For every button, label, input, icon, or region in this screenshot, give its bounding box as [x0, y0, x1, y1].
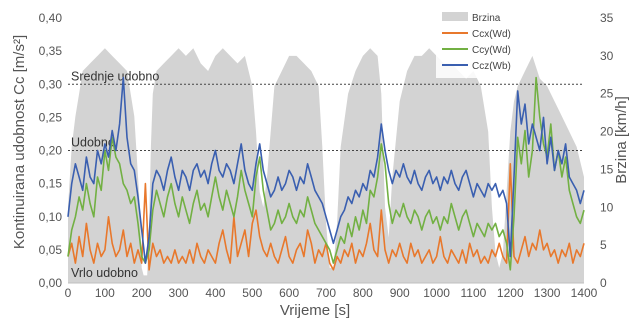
x-tick-label: 500 [242, 286, 262, 300]
y-left-tick-label: 0,40 [39, 11, 63, 25]
y-right-tick-labels: 0 5 10 15 20 25 30 35 [600, 11, 614, 290]
y-right-axis-title: Brzina [km/h] [613, 96, 630, 184]
speed-area-layer [68, 48, 584, 283]
y-left-tick-label: 0,00 [39, 276, 63, 290]
x-tick-label: 1000 [423, 286, 450, 300]
y-left-tick-label: 0,25 [39, 110, 63, 124]
y-right-tick-label: 10 [600, 200, 614, 214]
ref-label-vrlo-udobno: Vrlo udobno [71, 266, 138, 280]
x-tick-label: 900 [390, 286, 410, 300]
ref-label-srednje-udobno: Srednje udobno [71, 69, 159, 83]
x-tick-label: 1300 [534, 286, 561, 300]
legend: Brzina Ccx(Wd) Ccy(Wd) Ccz(Wb) [436, 6, 514, 78]
x-axis-title: Vrijeme [s] [280, 302, 350, 319]
y-right-tick-label: 0 [600, 276, 607, 290]
x-tick-label: 700 [316, 286, 336, 300]
x-tick-label: 0 [65, 286, 72, 300]
x-tick-label: 1400 [571, 286, 598, 300]
series-brzina-area [68, 48, 584, 283]
y-left-tick-labels: 0,00 0,05 0,10 0,15 0,20 0,25 0,30 0,35 0,40 [39, 11, 63, 290]
y-left-tick-label: 0,30 [39, 77, 63, 91]
legend-label-ccz-wb: Ccz(Wb) [472, 61, 511, 72]
y-right-tick-label: 35 [600, 11, 614, 25]
y-left-tick-label: 0,35 [39, 44, 63, 58]
y-right-tick-label: 5 [600, 238, 607, 252]
x-tick-label: 100 [95, 286, 115, 300]
x-tick-labels: 0 100 200 300 400 500 600 700 800 900 1000 1100 1200… [65, 286, 598, 300]
y-right-tick-label: 15 [600, 162, 614, 176]
y-left-tick-label: 0,20 [39, 144, 63, 158]
y-left-axis-title: Kontinuirana udobnost Cc [m/s²] [11, 35, 28, 249]
x-tick-label: 300 [169, 286, 189, 300]
legend-label-ccx-wd: Ccx(Wd) [472, 29, 511, 40]
y-left-tick-label: 0,10 [39, 210, 63, 224]
x-tick-label: 200 [132, 286, 152, 300]
legend-swatch-brzina [442, 12, 468, 21]
y-right-tick-label: 30 [600, 49, 614, 63]
legend-items: Brzina Ccx(Wd) Ccy(Wd) Ccz(Wb) [442, 12, 511, 72]
y-left-tick-label: 0,05 [39, 243, 63, 257]
series-ccy-wd-line [67, 76, 585, 271]
reference-line-layer: Srednje udobno Udobno Vrlo udobno [68, 69, 584, 280]
series-ccz-wb-line [67, 76, 585, 264]
x-tick-label: 800 [353, 286, 373, 300]
x-tick-label: 1200 [497, 286, 524, 300]
legend-label-ccy-wd: Ccy(Wd) [472, 45, 511, 56]
x-tick-label: 400 [205, 286, 225, 300]
x-tick-label: 600 [279, 286, 299, 300]
y-left-tick-label: 0,15 [39, 177, 63, 191]
y-right-tick-label: 20 [600, 125, 614, 139]
series-layer [67, 76, 585, 271]
ref-label-udobno: Udobno [71, 136, 115, 150]
x-tick-label: 1100 [461, 286, 487, 300]
y-right-tick-label: 25 [600, 87, 614, 101]
legend-label-brzina: Brzina [472, 13, 501, 24]
